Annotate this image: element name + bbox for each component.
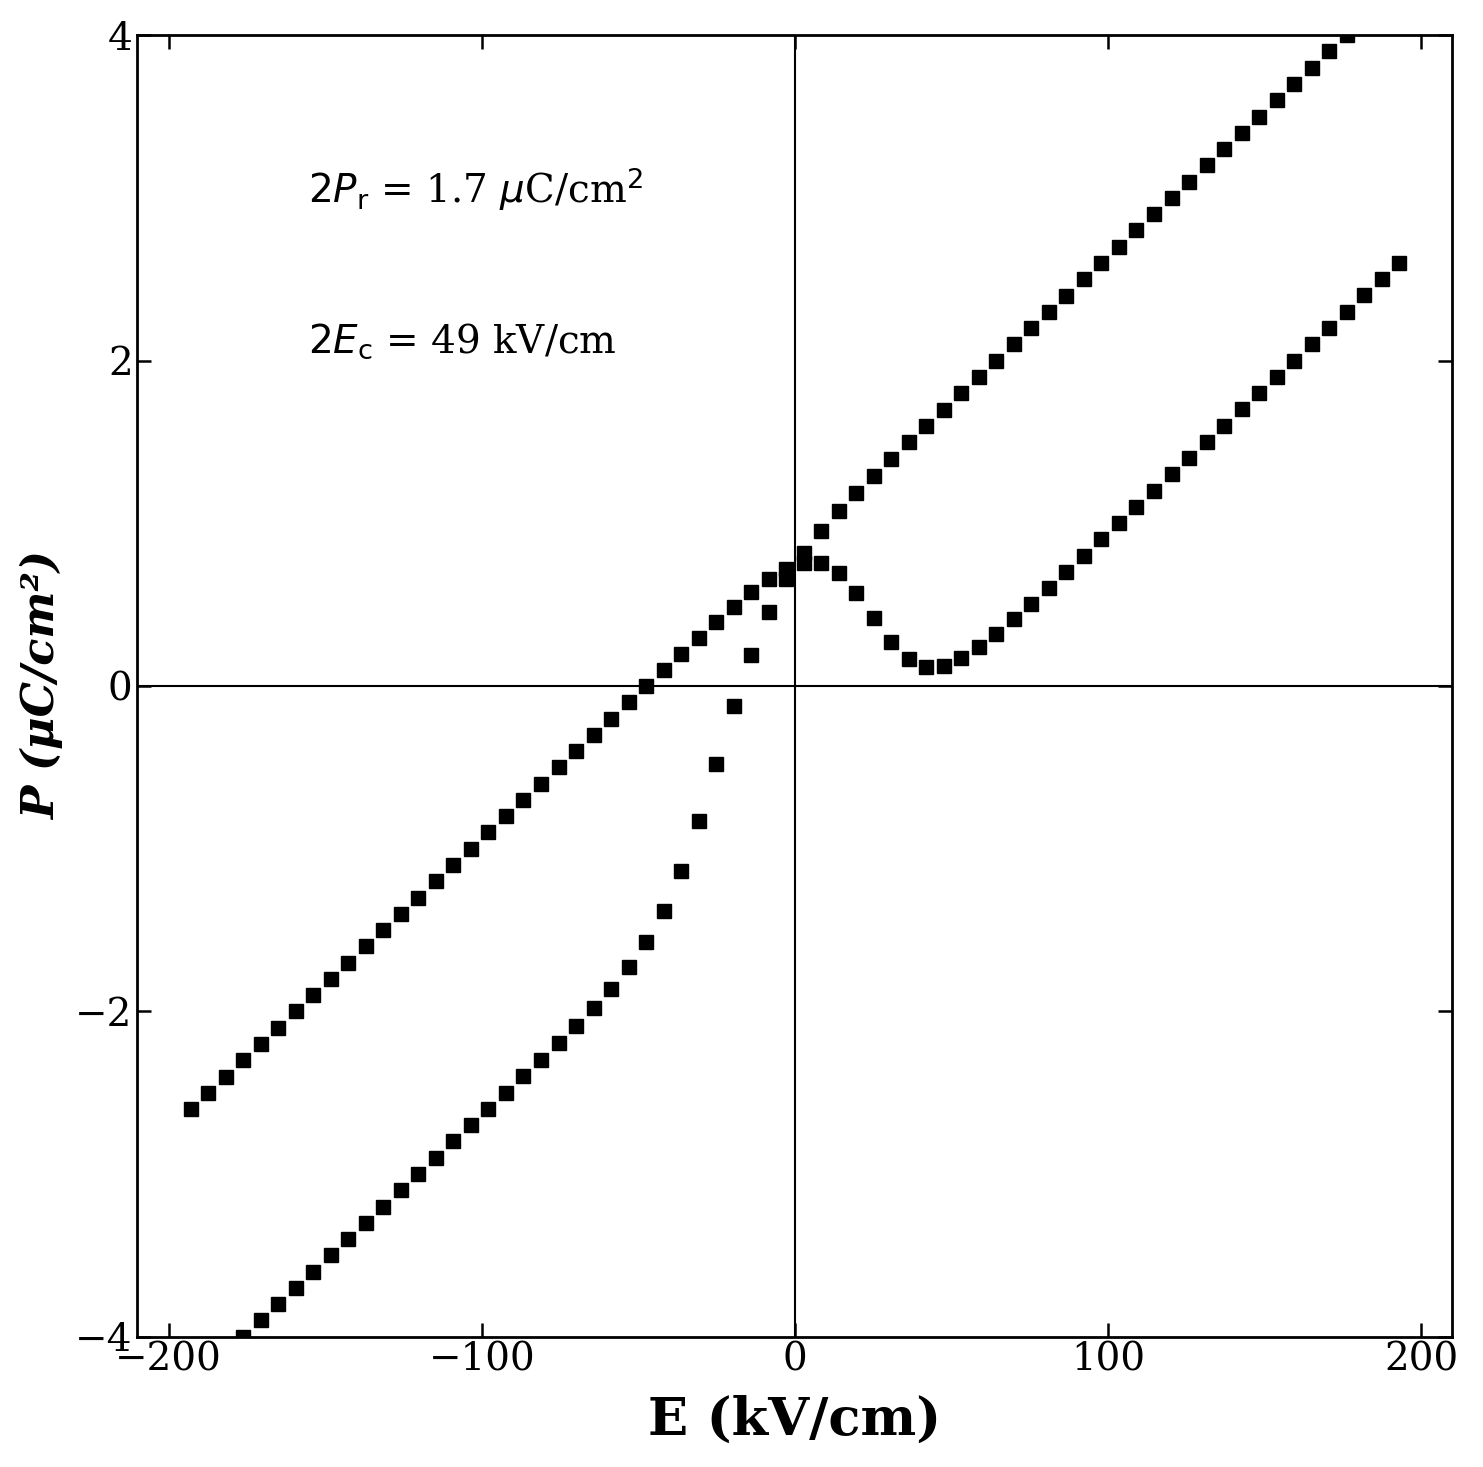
Text: $2P_\mathrm{r}$ = 1.7 $\mu$C/cm$^2$: $2P_\mathrm{r}$ = 1.7 $\mu$C/cm$^2$ [308,166,644,213]
Text: $2E_\mathrm{c}$ = 49 kV/cm: $2E_\mathrm{c}$ = 49 kV/cm [308,321,617,361]
Y-axis label: P (μC/cm²): P (μC/cm²) [21,552,64,820]
X-axis label: E (kV/cm): E (kV/cm) [648,1395,942,1446]
